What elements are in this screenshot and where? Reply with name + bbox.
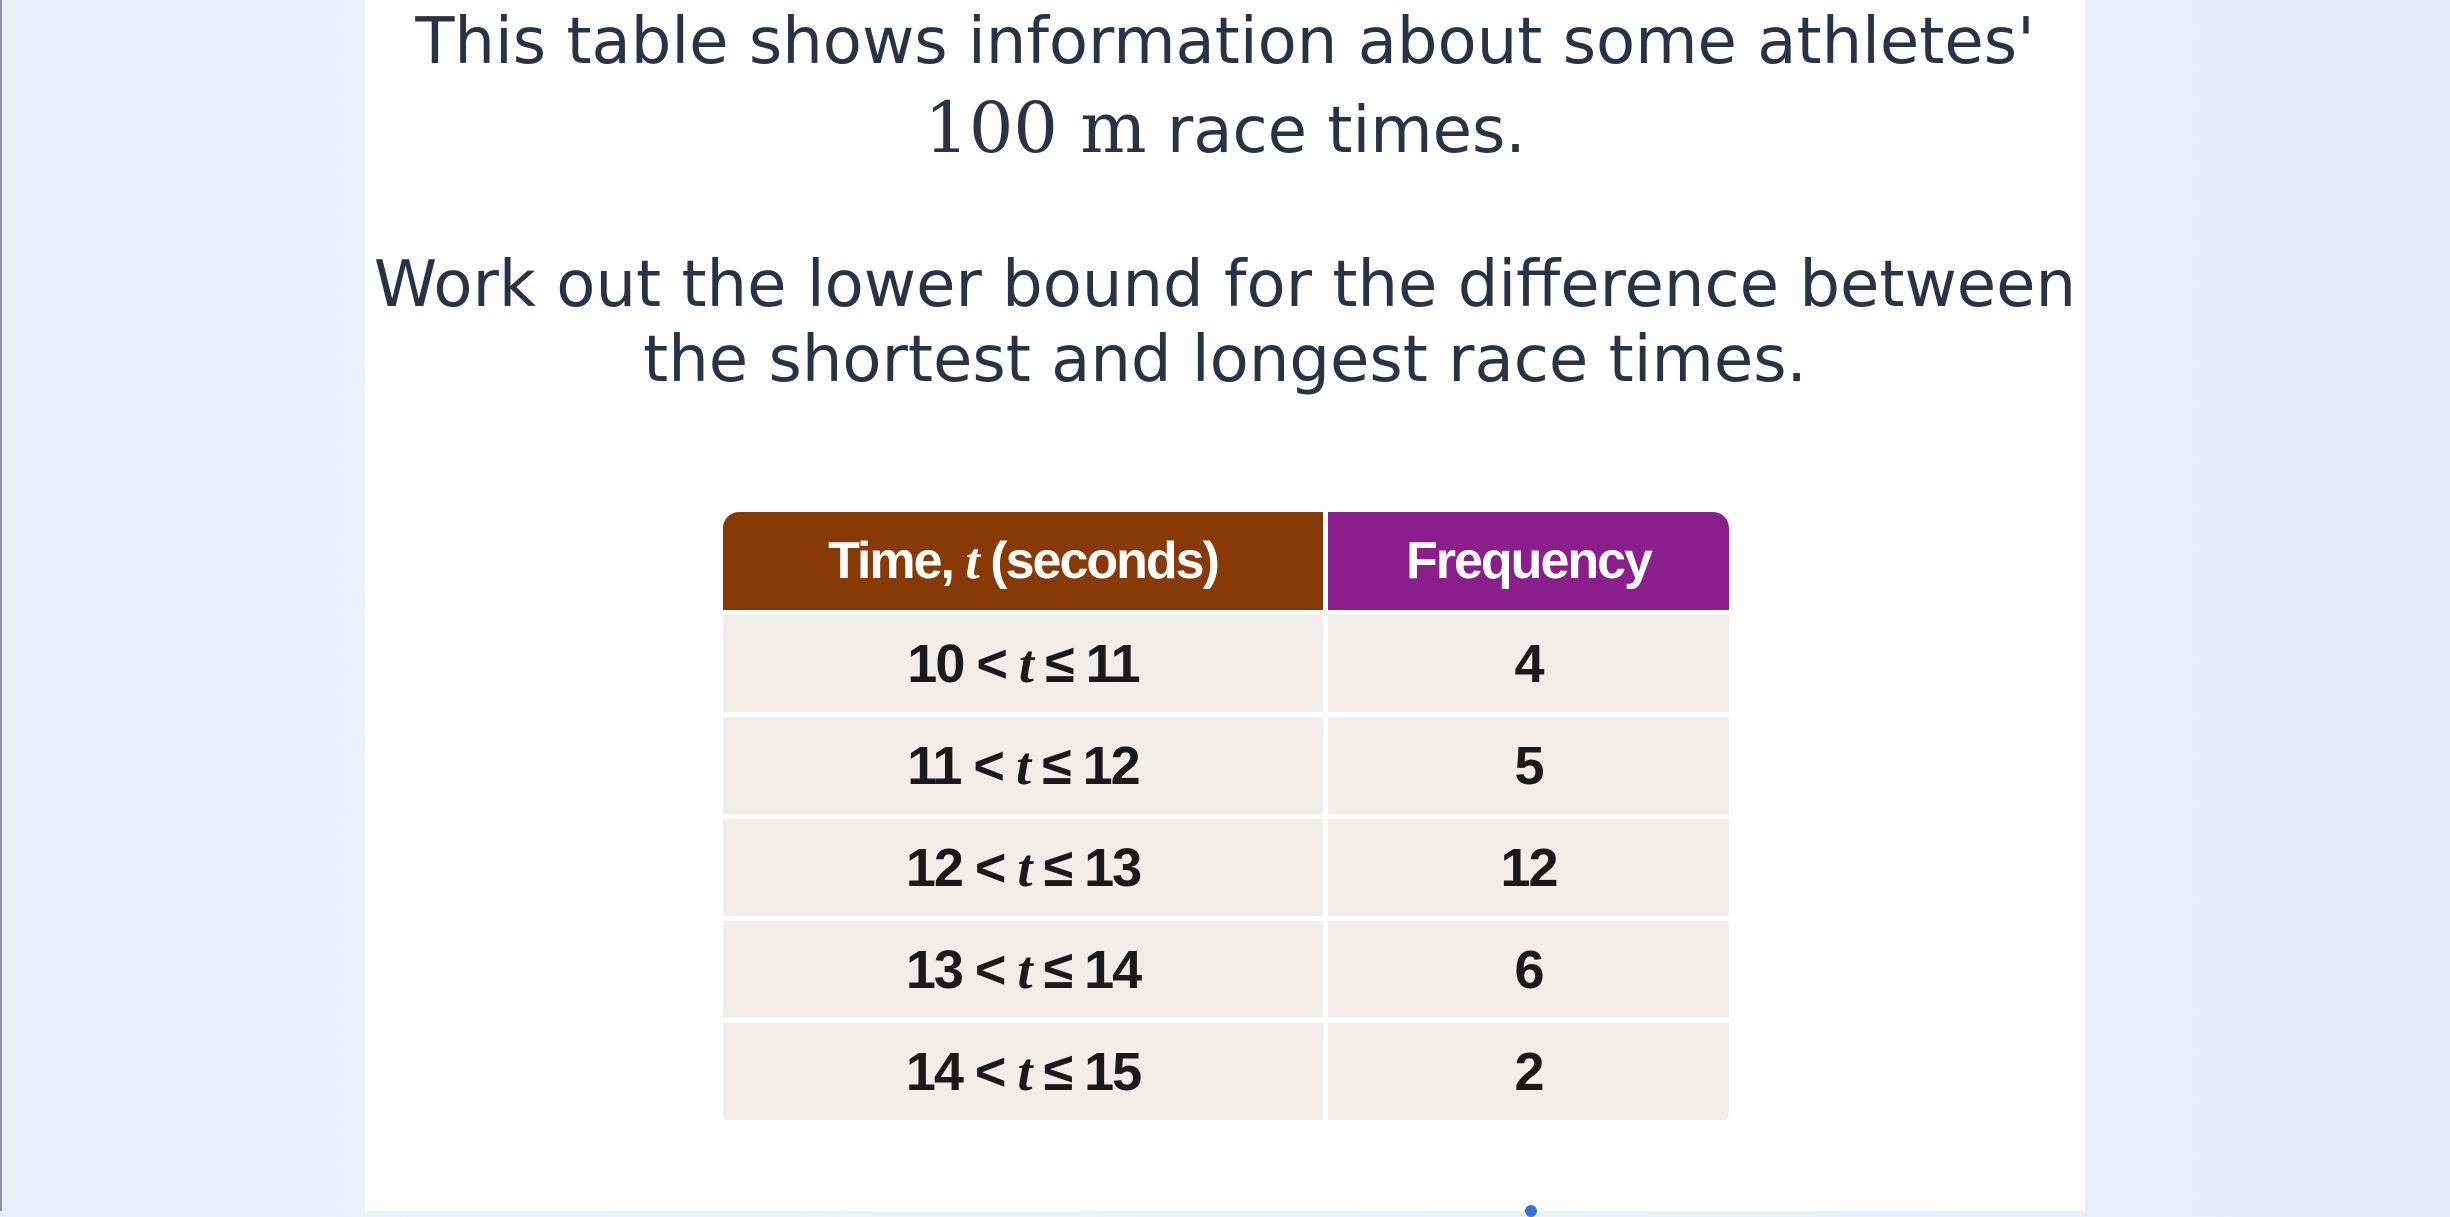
frequency-cell: 6: [1328, 921, 1729, 1018]
interval-op-le: ≤: [1030, 939, 1085, 1000]
interval-lower: 13: [905, 939, 964, 1000]
interval-op-lt: <: [960, 735, 1016, 796]
question-card: This table shows information about some …: [365, 0, 2085, 1217]
interval-op-lt: <: [961, 1041, 1018, 1102]
scroll-indicator: [1525, 1205, 1537, 1217]
frequency-cell: 12: [1328, 819, 1729, 916]
interval-upper: 15: [1084, 1041, 1142, 1102]
header-frequency: Frequency: [1328, 512, 1729, 610]
interval-lower: 14: [905, 1041, 964, 1102]
question-text-line-2-rest: race times.: [1146, 94, 1526, 168]
table-row: 13 < t ≤ 14 6: [723, 921, 1729, 1018]
data-table: Time, t (seconds) Frequency 10 < t ≤ 11 …: [723, 512, 1729, 1125]
header-time-prefix: Time,: [828, 532, 966, 590]
time-interval-cell: 13 < t ≤ 14: [723, 921, 1323, 1018]
interval-upper: 11: [1085, 633, 1141, 694]
header-time-variable: t: [965, 533, 980, 590]
question-text-line-1: This table shows information about some …: [415, 5, 2035, 79]
table-row: 12 < t ≤ 13 12: [723, 819, 1729, 916]
math-distance: 100 m: [924, 87, 1147, 169]
table-row: 14 < t ≤ 15 2: [723, 1023, 1729, 1120]
frequency-cell: 4: [1328, 615, 1729, 712]
interval-variable: t: [1017, 837, 1032, 898]
question-text-line-2: 100 m race times.: [365, 88, 2085, 171]
instruction-line-2: the shortest and longest race times.: [643, 323, 1807, 397]
table-row: 10 < t ≤ 11 4: [723, 615, 1729, 712]
frequency-cell: 2: [1328, 1023, 1729, 1120]
time-interval-cell: 14 < t ≤ 15: [723, 1023, 1323, 1120]
interval-variable: t: [1015, 735, 1031, 796]
interval-op-lt: <: [961, 837, 1018, 898]
interval-op-le: ≤: [1030, 837, 1085, 898]
interval-lower: 10: [907, 633, 965, 694]
interval-op-le: ≤: [1030, 1041, 1085, 1102]
header-time: Time, t (seconds): [723, 512, 1323, 610]
interval-upper: 12: [1082, 735, 1141, 796]
table-header-row: Time, t (seconds) Frequency: [723, 512, 1729, 610]
interval-variable: t: [1018, 633, 1034, 694]
interval-op-lt: <: [963, 633, 1019, 694]
frequency-cell: 5: [1328, 717, 1729, 814]
time-interval-cell: 12 < t ≤ 13: [723, 819, 1323, 916]
interval-variable: t: [1017, 1041, 1032, 1102]
header-time-suffix: (seconds): [977, 532, 1220, 590]
window-edge: [0, 0, 2, 1211]
time-interval-cell: 11 < t ≤ 12: [723, 717, 1323, 814]
interval-op-le: ≤: [1031, 633, 1086, 694]
interval-lower: 12: [905, 837, 964, 898]
interval-op-lt: <: [961, 939, 1018, 1000]
instruction-line-1: Work out the lower bound for the differe…: [373, 248, 2077, 322]
frequency-table: Time, t (seconds) Frequency 10 < t ≤ 11 …: [723, 512, 1729, 1128]
interval-upper: 13: [1084, 837, 1142, 898]
time-interval-cell: 10 < t ≤ 11: [723, 615, 1323, 712]
table-row: 11 < t ≤ 12 5: [723, 717, 1729, 814]
interval-op-le: ≤: [1028, 735, 1083, 796]
interval-upper: 14: [1084, 939, 1142, 1000]
interval-lower: 11: [907, 735, 962, 796]
interval-variable: t: [1017, 939, 1032, 1000]
